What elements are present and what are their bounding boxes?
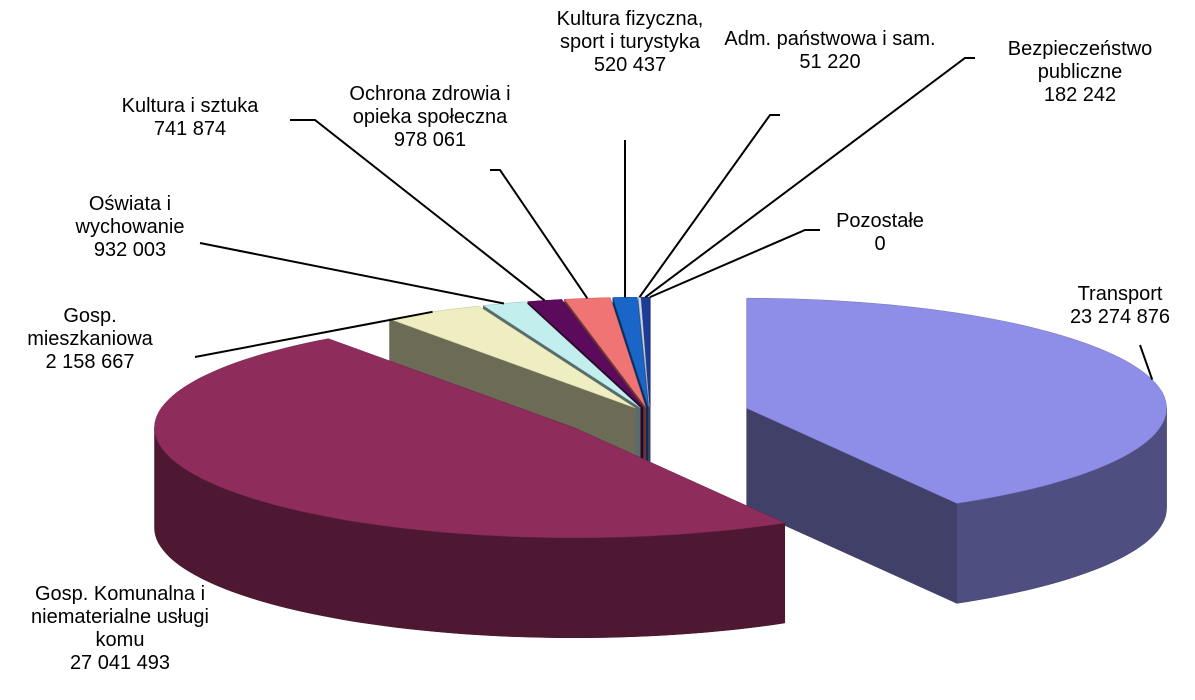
- value-label: 23 274 876: [1069, 306, 1171, 328]
- slice-label: Kultura i sztuka 741 874: [100, 95, 280, 141]
- slice-label: Transport 23 274 876: [1040, 283, 1195, 329]
- leader-line: [638, 114, 780, 298]
- category-label: Gosp. Komunalna i niematerialne usługi k…: [31, 583, 209, 651]
- slice-label: Bezpieczeństwo publiczne 182 242: [980, 38, 1180, 107]
- value-label: 932 003: [93, 239, 167, 261]
- value-label: 2 158 667: [45, 351, 135, 373]
- value-label: 0: [874, 233, 886, 255]
- slice: [527, 299, 644, 408]
- leader-line: [199, 242, 505, 305]
- category-label: Kultura i sztuka: [121, 95, 259, 117]
- leader-line: [194, 310, 433, 358]
- leader-line: [644, 57, 975, 298]
- category-label: Ochrona zdrowia i opieka społeczna: [349, 83, 511, 128]
- slice: [154, 338, 786, 539]
- slice-label: Kultura fizyczna, sport i turystyka 520 4…: [555, 8, 705, 77]
- slice-label: Ochrona zdrowia i opieka społeczna 978 06…: [335, 83, 525, 152]
- slice-label: Gosp. mieszkaniowa 2 158 667: [20, 305, 160, 374]
- slice-label: Adm. państwowa i sam. 51 220: [718, 28, 943, 74]
- value-label: 520 437: [593, 54, 667, 76]
- category-label: Adm. państwowa i sam.: [724, 28, 936, 50]
- slice: [638, 296, 650, 408]
- leader-line: [649, 229, 820, 299]
- value-label: 978 061: [393, 129, 467, 151]
- slice-label: Pozostałe 0: [820, 210, 940, 256]
- slice-label: Oświata i wychowanie 932 003: [65, 193, 195, 262]
- leader-line: [290, 119, 546, 302]
- value-label: 741 874: [153, 118, 227, 140]
- value-label: 27 041 493: [69, 652, 171, 674]
- slice-label: Gosp. Komunalna i niematerialne usługi k…: [29, 583, 211, 675]
- leader-line: [1139, 344, 1154, 381]
- category-label: Pozostałe: [836, 210, 924, 232]
- category-label: Transport: [1077, 283, 1163, 305]
- category-label: Gosp. mieszkaniowa: [27, 305, 153, 350]
- category-label: Oświata i wychowanie: [75, 193, 185, 238]
- value-label: 51 220: [799, 51, 861, 73]
- category-label: Kultura fizyczna, sport i turystyka: [556, 8, 704, 53]
- leader-line: [490, 169, 589, 299]
- value-label: 182 242: [1043, 84, 1117, 106]
- category-label: Bezpieczeństwo publiczne: [1007, 38, 1153, 83]
